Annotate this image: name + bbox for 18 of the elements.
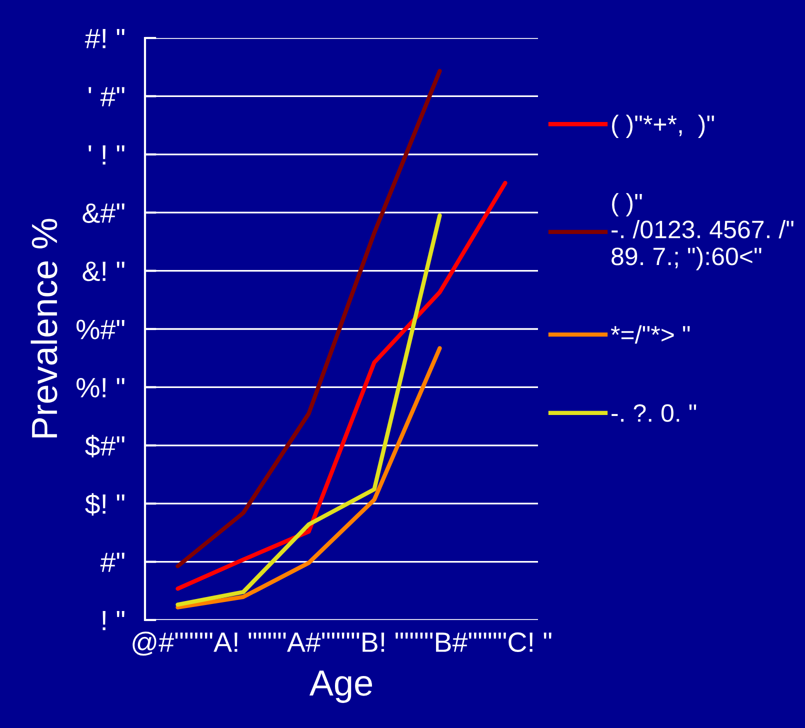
text: ! " [102, 610, 124, 630]
legend-label: *=/"*> " [610, 325, 690, 344]
text: #" [100, 552, 124, 572]
text: $! " [85, 493, 124, 516]
text: %#" [76, 320, 124, 340]
x-axis-title: Age [309, 670, 372, 703]
text: ' ! " [88, 145, 124, 164]
text: #! " [84, 28, 124, 48]
text: %! " [76, 378, 124, 398]
text: $#" [85, 434, 124, 458]
legend-label: -. ?. 0. " [612, 404, 696, 422]
text: &! " [82, 262, 124, 282]
text: @#""""A! """"A#""""B! """"B#""""C! " [132, 632, 552, 656]
text: &#" [82, 203, 124, 223]
y-axis-title: Prevalence % [30, 218, 58, 438]
legend-label: ( )" -. /0123. 4567. /" 89. 7.; "):60<" [612, 193, 794, 270]
legend-label: ( )"*+*, )" [612, 114, 714, 138]
text: ' #" [88, 87, 124, 106]
